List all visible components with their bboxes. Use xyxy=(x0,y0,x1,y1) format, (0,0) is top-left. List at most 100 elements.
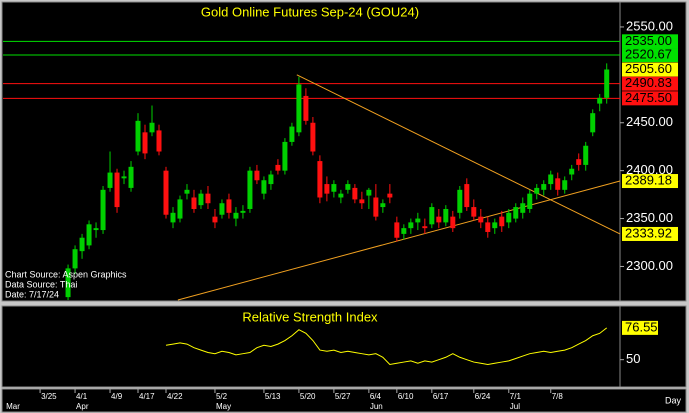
candle-body xyxy=(303,95,309,121)
candle-body xyxy=(247,170,253,209)
candle-body xyxy=(65,268,71,298)
level-label: 2535.00 xyxy=(625,33,672,48)
candle-body xyxy=(422,226,428,229)
x-tick-label: 3/25 xyxy=(41,392,57,401)
trendline-label: 2333.92 xyxy=(625,225,672,240)
candle-body xyxy=(373,197,379,217)
candle-body xyxy=(233,212,239,219)
x-axis-label: Day xyxy=(665,395,682,405)
x-tick-label: 7/8 xyxy=(552,392,564,401)
source-note: Data Source: Thai xyxy=(5,279,77,289)
last-price-box xyxy=(622,62,678,77)
candle-body xyxy=(457,189,463,213)
candle-body xyxy=(114,172,120,208)
candle-body xyxy=(527,193,533,209)
candle-body xyxy=(590,113,596,133)
month-label: Mar xyxy=(6,402,20,411)
candle-body xyxy=(597,97,603,104)
level-label: 2520.67 xyxy=(625,46,672,61)
candle-body xyxy=(485,222,491,232)
rsi-tick-label: 50 xyxy=(626,351,640,366)
level-box xyxy=(622,76,678,91)
candle-body xyxy=(310,122,316,152)
candle-body xyxy=(415,218,421,223)
rsi-last-label: 76.55 xyxy=(625,319,658,334)
candle-body xyxy=(450,216,456,229)
candle-body xyxy=(205,193,211,204)
candle-body xyxy=(163,170,169,215)
source-note: Chart Source: Aspen Graphics xyxy=(5,269,127,279)
candle-body xyxy=(100,189,106,231)
candle-body xyxy=(93,228,99,231)
chart-title: Gold Online Futures Sep-24 (GOU24) xyxy=(201,4,419,19)
candle-body xyxy=(79,237,85,252)
candle-body xyxy=(387,193,393,198)
candle-body xyxy=(184,189,190,194)
price-panel xyxy=(1,1,687,302)
candle-body xyxy=(555,178,561,190)
candle-body xyxy=(121,176,127,179)
candle-body xyxy=(156,130,162,152)
candle-body xyxy=(296,84,302,133)
candle-body xyxy=(317,161,323,198)
candle-body xyxy=(541,184,547,190)
candle-body xyxy=(394,222,400,238)
x-tick-label: 4/9 xyxy=(111,392,123,401)
candle-body xyxy=(401,228,407,234)
candle-body xyxy=(107,172,113,188)
trendline xyxy=(296,74,621,235)
level-box xyxy=(622,34,678,49)
candle-body xyxy=(282,141,288,171)
y-tick-label: 2300.00 xyxy=(626,258,673,273)
candle-body xyxy=(240,210,246,213)
candle-body xyxy=(86,224,92,246)
candle-body xyxy=(72,249,78,269)
y-tick-label: 2550.00 xyxy=(626,18,673,33)
candle-body xyxy=(513,207,519,219)
candle-body xyxy=(562,180,568,190)
x-tick-label: 6/24 xyxy=(475,392,491,401)
candle-body xyxy=(268,174,274,185)
level-box xyxy=(622,91,678,106)
candle-body xyxy=(177,199,183,219)
last-price-label: 2505.60 xyxy=(625,61,672,76)
level-label: 2475.50 xyxy=(625,90,672,105)
candle-body xyxy=(506,212,512,223)
x-tick-label: 6/17 xyxy=(433,392,449,401)
candle-body xyxy=(443,208,449,223)
candle-body xyxy=(352,187,358,200)
candle-body xyxy=(149,122,155,133)
candle-body xyxy=(464,184,470,208)
candle-body xyxy=(408,222,414,229)
level-label: 2490.83 xyxy=(625,75,672,90)
month-label: Jul xyxy=(510,402,520,411)
candle-body xyxy=(142,132,148,154)
candle-body xyxy=(198,193,204,206)
candle-body xyxy=(366,189,372,196)
rsi-panel xyxy=(1,305,687,388)
x-tick-label: 4/17 xyxy=(139,392,155,401)
date-panel xyxy=(1,388,687,413)
y-tick-label: 2350.00 xyxy=(626,210,673,225)
candle-body xyxy=(576,159,582,165)
candle-body xyxy=(331,184,337,192)
candle-body xyxy=(324,184,330,194)
y-tick-label: 2450.00 xyxy=(626,114,673,129)
source-note: Date: 7/17/24 xyxy=(5,289,59,299)
x-tick-label: 5/27 xyxy=(335,392,351,401)
candle-body xyxy=(128,166,134,188)
rsi-last-box xyxy=(622,320,658,335)
rsi-title: Relative Strength Index xyxy=(242,309,378,324)
candle-body xyxy=(289,126,295,142)
candle-body xyxy=(583,145,589,165)
candle-body xyxy=(226,199,232,213)
candle-body xyxy=(569,168,575,175)
candle-body xyxy=(275,164,281,171)
candle-body xyxy=(170,212,176,223)
candle-body xyxy=(478,216,484,223)
candle-body xyxy=(471,207,477,217)
trendline-box xyxy=(622,226,678,241)
x-tick-label: 7/1 xyxy=(510,392,522,401)
